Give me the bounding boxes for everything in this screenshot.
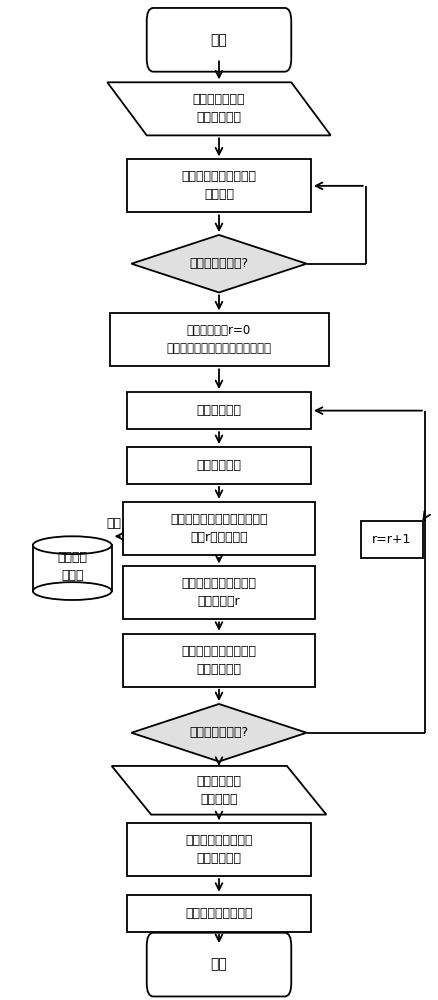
Text: 完成横截面和垂直面
内的射线追踪: 完成横截面和垂直面 内的射线追踪 [185, 834, 253, 865]
Text: 迭代求解特征线方程: 迭代求解特征线方程 [185, 907, 253, 920]
Text: 计算平均负载: 计算平均负载 [197, 404, 241, 417]
Text: 求解最优化问题，得到分配给
进程r的轨迹数量: 求解最优化问题，得到分配给 进程r的轨迹数量 [170, 513, 268, 544]
Text: 开始: 开始 [211, 33, 227, 47]
Ellipse shape [33, 536, 112, 554]
Text: 结束: 结束 [211, 958, 227, 972]
FancyBboxPatch shape [147, 8, 291, 72]
Bar [127, 823, 311, 876]
Bar [123, 634, 315, 687]
Bar [33, 545, 112, 591]
Text: r=r+1: r=r+1 [372, 533, 412, 546]
Text: 保存: 保存 [106, 517, 121, 530]
Bar [110, 313, 328, 366]
Text: 初始化进程号r=0
初始化周期性轨迹起始编号、数量: 初始化进程号r=0 初始化周期性轨迹起始编号、数量 [166, 324, 272, 355]
Bar [127, 895, 311, 932]
Polygon shape [131, 235, 307, 292]
Text: 更新起始编号: 更新起始编号 [197, 459, 241, 472]
Bar [123, 502, 315, 555]
FancyBboxPatch shape [147, 933, 291, 996]
Bar [127, 447, 311, 484]
Text: 轨迹数量足够多?: 轨迹数量足够多? [190, 257, 248, 270]
Polygon shape [107, 82, 331, 135]
Text: 修正角度、轨迹间距、
轨迹数量: 修正角度、轨迹间距、 轨迹数量 [181, 170, 257, 201]
Text: 读取分配任务所
需的输入数据: 读取分配任务所 需的输入数据 [193, 93, 245, 124]
Polygon shape [131, 704, 307, 762]
Text: 读取计算所需
的输入数据: 读取计算所需 的输入数据 [197, 775, 241, 806]
Text: 已是最后的进程?: 已是最后的进程? [190, 726, 248, 739]
Bar [361, 521, 423, 558]
Bar [123, 566, 315, 619]
Bar [127, 392, 311, 429]
Polygon shape [112, 766, 326, 815]
Ellipse shape [33, 582, 112, 600]
Text: 将轨迹起始编号、数量
发送给进程r: 将轨迹起始编号、数量 发送给进程r [181, 577, 257, 608]
Bar [127, 159, 311, 212]
Text: 从总的轨迹数量中减去
已分配的数量: 从总的轨迹数量中减去 已分配的数量 [181, 645, 257, 676]
Text: 分配方案
数据库: 分配方案 数据库 [57, 551, 87, 582]
